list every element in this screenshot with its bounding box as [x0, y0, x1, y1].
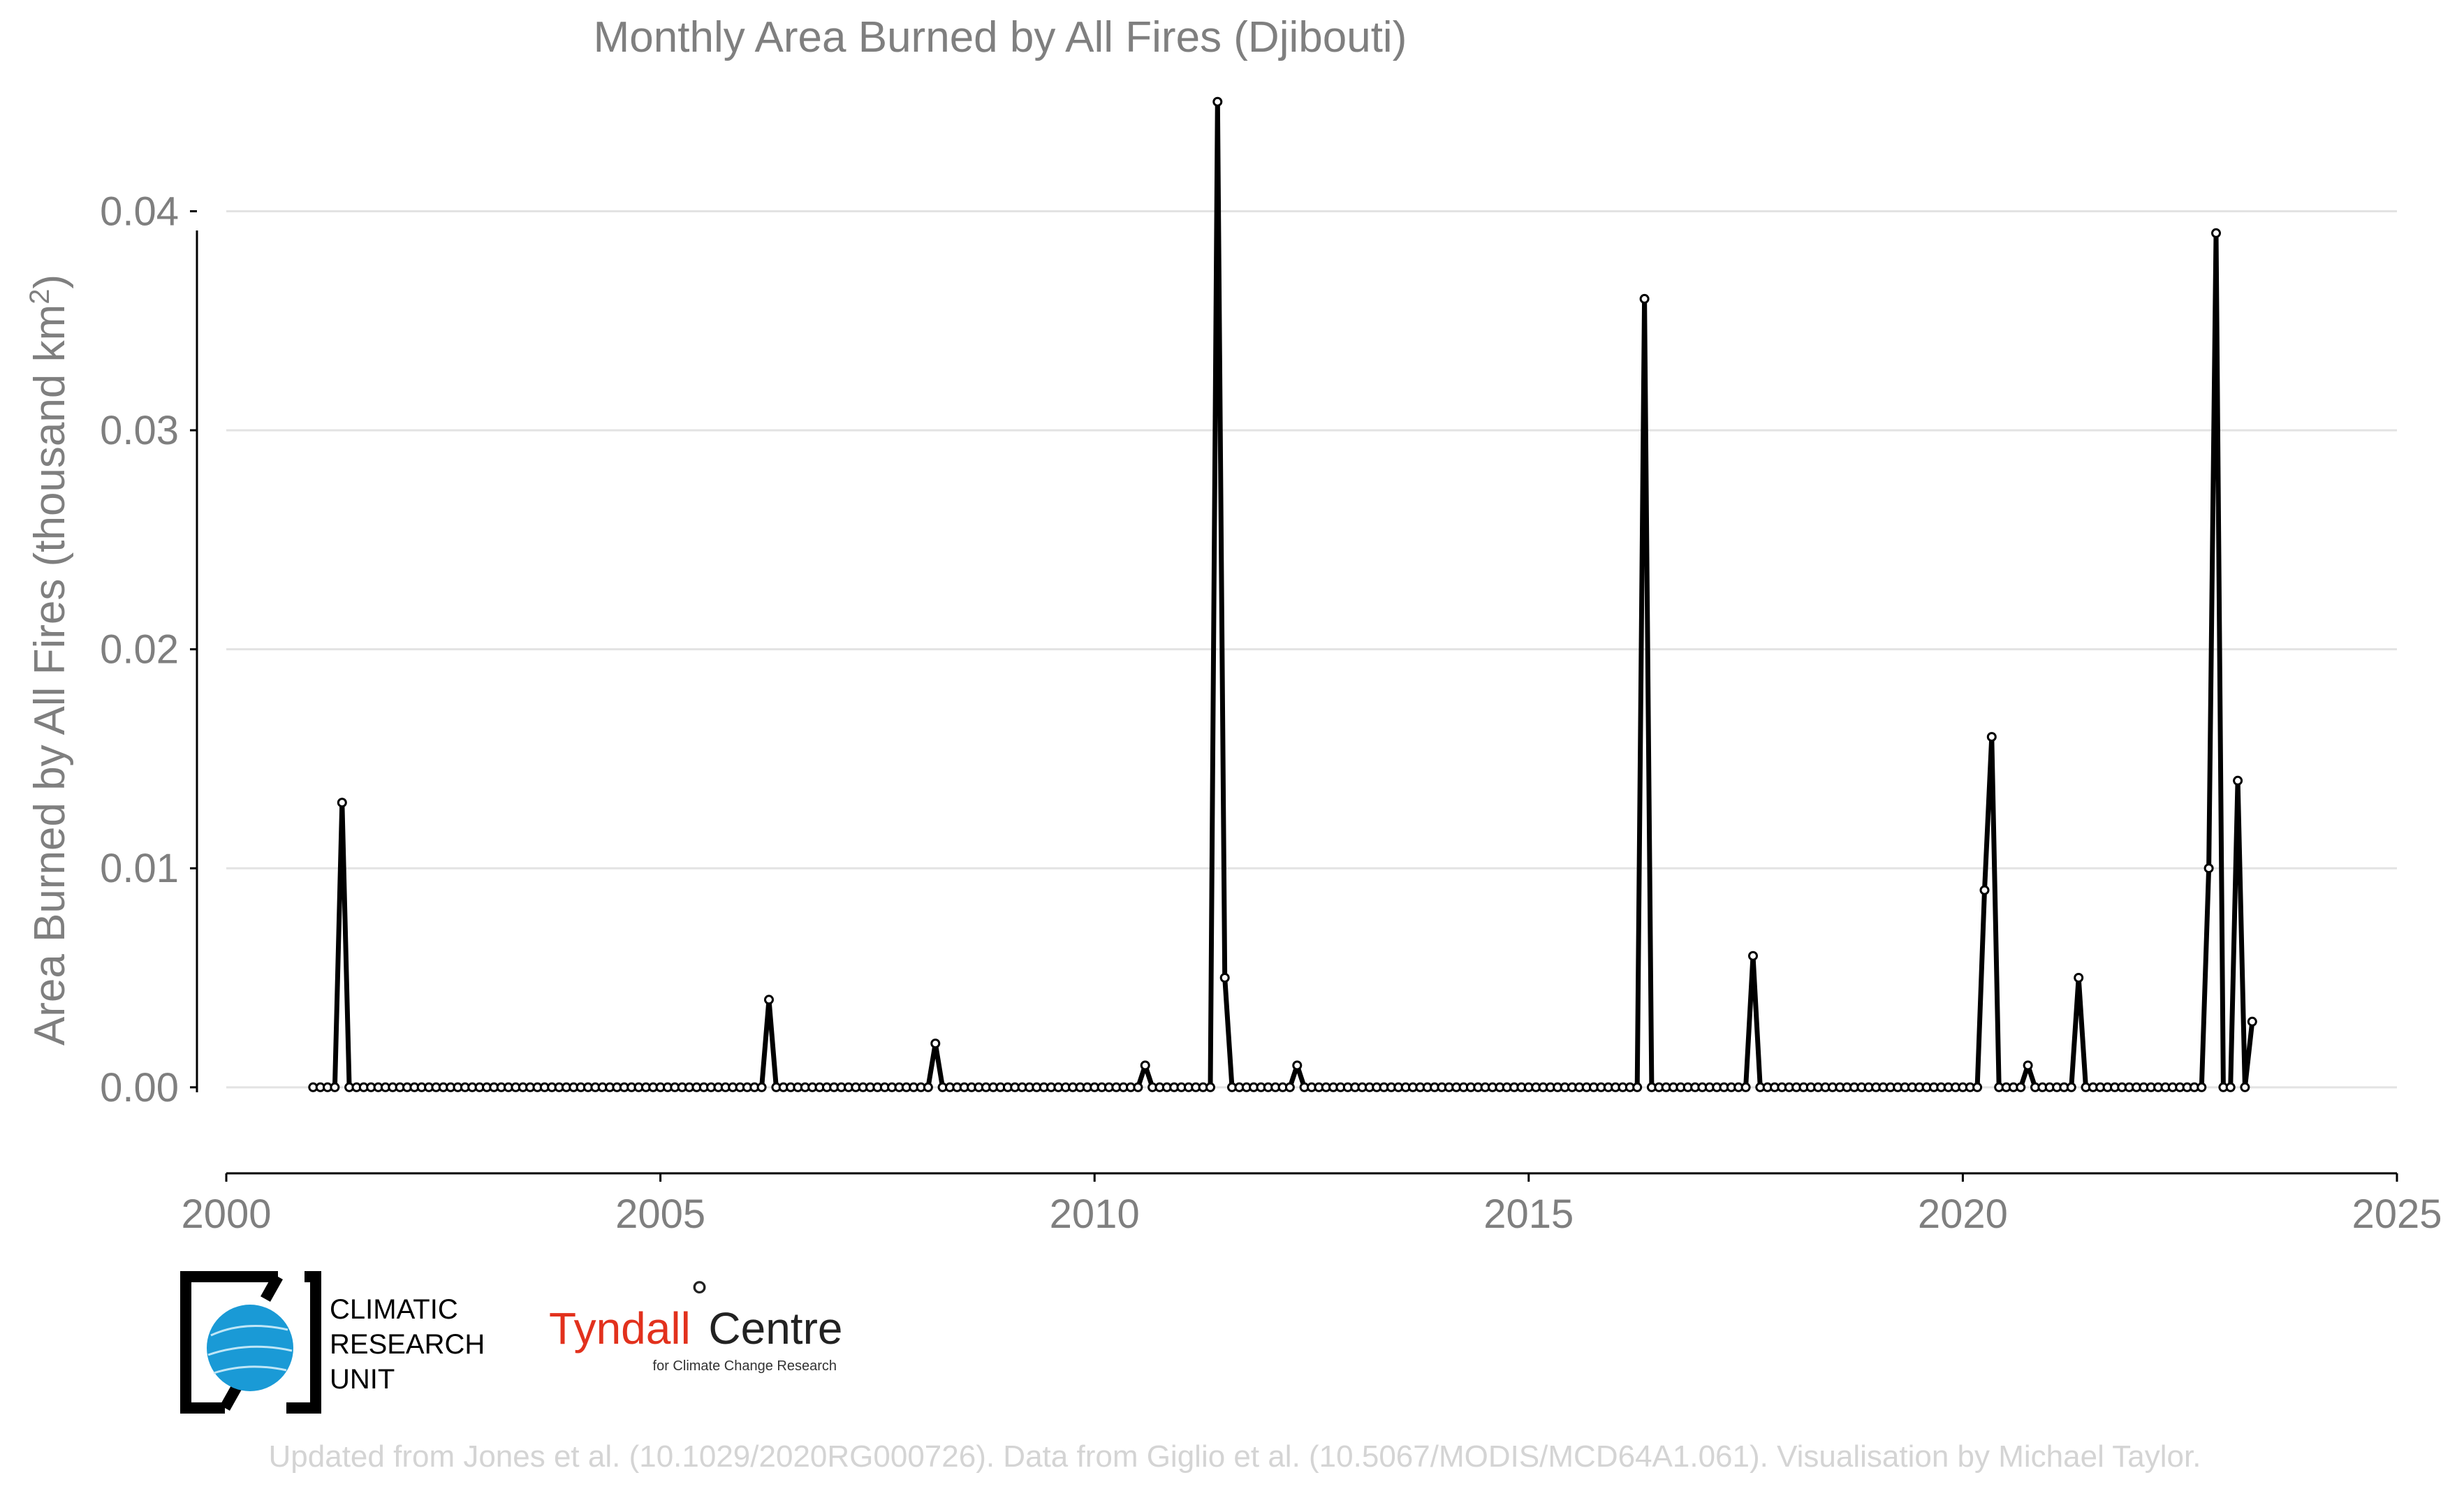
data-point [1212, 96, 1223, 107]
data-point [1972, 1082, 1983, 1092]
data-point [2233, 775, 2243, 786]
axes [196, 230, 2397, 1175]
gridlines [226, 210, 2397, 1089]
y-axis-label: Area Burned by All Fires (thousand km2) [24, 274, 74, 1046]
data-point [1740, 1082, 1751, 1092]
series [308, 96, 2257, 1092]
data-point [1748, 951, 1758, 961]
y-tick-label: 0.02 [100, 627, 179, 673]
x-tick-label: 2010 [1050, 1191, 1140, 1237]
cru-logo: CLIMATIC RESEARCH UNIT [180, 1271, 485, 1414]
tyndall-subtitle: for Climate Change Research [653, 1358, 837, 1374]
globe-swirl-1 [210, 1325, 288, 1337]
tyndall-black-text: Centre [708, 1303, 842, 1354]
x-tick-label: 2015 [1483, 1191, 1574, 1237]
data-point [2074, 973, 2084, 983]
chart-title: Monthly Area Burned by All Fires (Djibou… [594, 13, 1407, 61]
cru-bracket-slash-top [261, 1274, 283, 1302]
data-point [2066, 1082, 2076, 1092]
data-point [2247, 1016, 2257, 1027]
data-point [2211, 228, 2221, 238]
tyndall-red-text: Tyndall [549, 1303, 691, 1354]
y-axis-label-sup: 2 [24, 289, 55, 305]
cru-line-2: RESEARCH [330, 1329, 485, 1360]
data-point [1140, 1060, 1150, 1071]
y-tick-label: 0.00 [100, 1065, 179, 1110]
data-point [1986, 732, 1997, 742]
y-axis-label-main: Area Burned by All Fires (thousand km [26, 305, 74, 1046]
x-tick-label: 2000 [181, 1191, 271, 1237]
data-point [337, 798, 347, 808]
y-tick-label: 0.01 [100, 846, 179, 891]
series-points [308, 96, 2257, 1092]
data-point [756, 1082, 767, 1092]
data-point [1292, 1060, 1303, 1071]
data-point [2240, 1082, 2250, 1092]
data-point [1133, 1082, 1143, 1092]
footer-credit: Updated from Jones et al. (10.1029/2020R… [269, 1439, 2201, 1474]
x-tick-label: 2020 [1918, 1191, 2008, 1237]
series-line [313, 99, 2255, 1090]
data-point [1205, 1082, 1215, 1092]
cru-bracket-slash-bottom [220, 1383, 242, 1411]
data-point [2023, 1060, 2033, 1071]
cru-bracket-right [286, 1271, 321, 1414]
x-tick-label: 2025 [2352, 1191, 2442, 1237]
data-point [764, 995, 774, 1005]
y-tick-label: 0.03 [100, 408, 179, 453]
cru-line-1: CLIMATIC [330, 1294, 458, 1325]
x-tick-label: 2005 [615, 1191, 705, 1237]
data-point [330, 1082, 340, 1092]
data-point [1979, 885, 1990, 895]
data-point [2016, 1082, 2026, 1092]
data-point [1632, 1082, 1643, 1092]
y-axis-label-end: ) [26, 274, 74, 289]
data-point [923, 1082, 933, 1092]
data-point [1219, 973, 1230, 983]
y-tick-label: 0.04 [100, 189, 179, 234]
y-ticks: 0.00 0.01 0.02 0.03 0.04 [100, 189, 197, 1110]
globe-swirl-2 [207, 1345, 293, 1356]
cru-line-3: UNIT [330, 1364, 395, 1395]
tyndall-degree: ° [691, 1272, 709, 1322]
x-ticks: 2000 2005 2010 2015 2020 2025 [181, 1173, 2442, 1237]
data-point [930, 1039, 941, 1049]
data-point [1284, 1082, 1295, 1092]
tyndall-wordmark: Tyndall°Centre [549, 1272, 842, 1354]
data-point [2197, 1082, 2207, 1092]
tyndall-logo: Tyndall°Centre for Climate Change Resear… [549, 1272, 842, 1374]
data-point [1639, 293, 1650, 304]
data-point [2203, 863, 2214, 874]
globe-swirl-3 [213, 1365, 287, 1374]
data-point [2225, 1082, 2236, 1092]
cru-bracket-left [180, 1271, 278, 1414]
